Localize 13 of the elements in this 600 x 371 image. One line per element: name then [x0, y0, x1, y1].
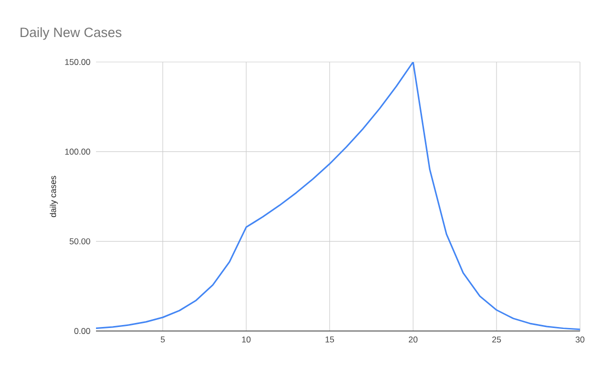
- line-series: [96, 62, 580, 330]
- x-tick-label: 5: [160, 336, 165, 342]
- x-tick-label: 15: [326, 336, 334, 342]
- y-tick-label: 150.00: [65, 59, 90, 65]
- y-axis-title: daily cases: [50, 176, 58, 218]
- x-tick-label: 30: [576, 336, 584, 343]
- y-tick-label: 0.00: [74, 328, 90, 334]
- x-tick-label: 20: [408, 336, 418, 343]
- x-tick-label: 25: [492, 336, 501, 343]
- x-tick-label: 10: [242, 336, 251, 343]
- y-tick-label: 100.00: [65, 148, 90, 155]
- y-tick-label: 50.00: [70, 238, 90, 244]
- chart-title: Daily New Cases: [20, 27, 122, 40]
